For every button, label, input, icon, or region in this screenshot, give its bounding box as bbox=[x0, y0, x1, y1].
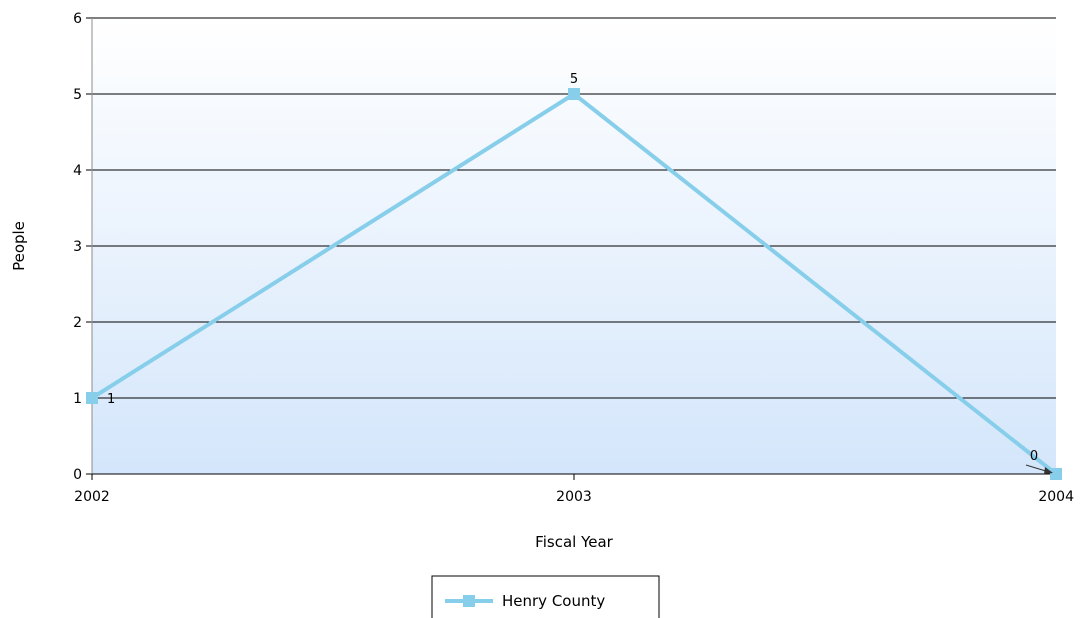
series-layer bbox=[86, 88, 1062, 480]
data-point-marker[interactable] bbox=[86, 392, 98, 404]
legend-series-marker bbox=[463, 595, 475, 607]
x-axis: 2002 2003 2004 bbox=[74, 473, 1074, 505]
data-label-leader-arrowhead bbox=[1044, 467, 1053, 474]
legend[interactable]: Henry County bbox=[431, 575, 660, 618]
y-tick-label: 3 bbox=[73, 239, 82, 255]
x-tick-label: 2004 bbox=[1038, 489, 1074, 505]
y-tick-label: 1 bbox=[73, 391, 82, 407]
data-label: 5 bbox=[570, 72, 578, 87]
y-tick-label: 2 bbox=[73, 315, 82, 331]
y-tick-label: 0 bbox=[73, 467, 82, 483]
y-axis-title: People bbox=[10, 221, 28, 271]
x-axis-title: Fiscal Year bbox=[535, 533, 613, 551]
data-labels: 1 5 0 bbox=[107, 72, 1053, 474]
x-tick-label: 2002 bbox=[74, 489, 110, 505]
data-label: 0 bbox=[1030, 449, 1038, 464]
y-tick-label: 6 bbox=[73, 11, 82, 27]
y-tick-label: 5 bbox=[73, 87, 82, 103]
y-tick-label: 4 bbox=[73, 163, 82, 179]
legend-series-name: Henry County bbox=[502, 592, 605, 610]
data-point-marker[interactable] bbox=[568, 88, 580, 100]
y-axis: 0 1 2 3 4 5 6 bbox=[73, 11, 93, 483]
data-point-marker[interactable] bbox=[1050, 468, 1062, 480]
data-label: 1 bbox=[107, 392, 115, 407]
x-tick-label: 2003 bbox=[556, 489, 592, 505]
